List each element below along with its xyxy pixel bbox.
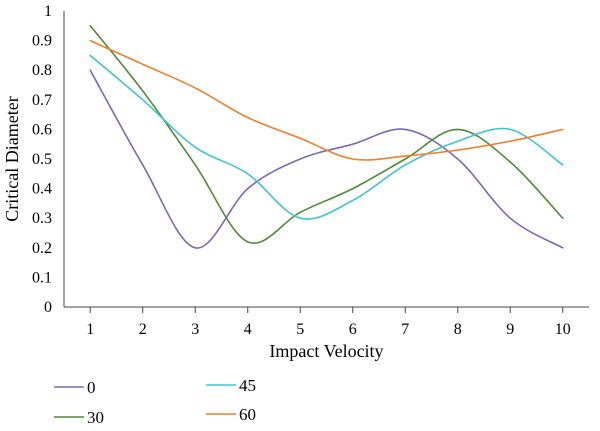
y-tick-label: 0 bbox=[44, 299, 52, 316]
series-line-60 bbox=[89, 39, 564, 161]
legend: 0 30 45 60 bbox=[54, 376, 256, 427]
x-tick-label: 5 bbox=[296, 321, 304, 338]
y-axis-title: Critical Diameter bbox=[2, 96, 22, 221]
legend-label-0: 0 bbox=[87, 378, 96, 397]
y-tick-label: 0.5 bbox=[32, 151, 52, 168]
series-line-30 bbox=[89, 25, 564, 245]
legend-label-30: 30 bbox=[87, 408, 104, 427]
y-tick-label: 0.8 bbox=[32, 62, 52, 79]
y-tick-labels: 0 0.1 0.2 0.3 0.4 0.5 0.6 0.7 0.8 0.9 1 bbox=[32, 3, 52, 316]
y-tick-label: 0.9 bbox=[32, 33, 52, 50]
x-tick-label: 2 bbox=[139, 321, 147, 338]
x-tick-label: 1 bbox=[86, 321, 94, 338]
x-tick-label: 8 bbox=[454, 321, 462, 338]
x-axis-title: Impact Velocity bbox=[269, 341, 383, 361]
x-tick-label: 9 bbox=[506, 321, 514, 338]
x-tick-label: 3 bbox=[191, 321, 199, 338]
series-lines bbox=[89, 25, 564, 249]
y-tick-label: 0.2 bbox=[32, 240, 52, 257]
x-tick-label: 6 bbox=[349, 321, 357, 338]
x-tick-label: 10 bbox=[555, 321, 571, 338]
legend-label-60: 60 bbox=[239, 405, 256, 424]
axes bbox=[63, 11, 589, 308]
x-tick-label: 4 bbox=[244, 321, 252, 338]
legend-label-45: 45 bbox=[239, 376, 256, 395]
y-tick-label: 0.7 bbox=[32, 92, 52, 109]
x-tick-label: 7 bbox=[401, 321, 409, 338]
y-tick-label: 0.6 bbox=[32, 121, 52, 138]
y-tick-label: 1 bbox=[44, 3, 52, 20]
x-tick-labels: 1 2 3 4 5 6 7 8 9 10 bbox=[86, 307, 571, 338]
series-line-0 bbox=[89, 69, 564, 249]
y-tick-label: 0.1 bbox=[32, 269, 52, 286]
y-tick-label: 0.4 bbox=[32, 181, 52, 198]
y-tick-label: 0.3 bbox=[32, 210, 52, 227]
series-line-45 bbox=[89, 54, 564, 220]
